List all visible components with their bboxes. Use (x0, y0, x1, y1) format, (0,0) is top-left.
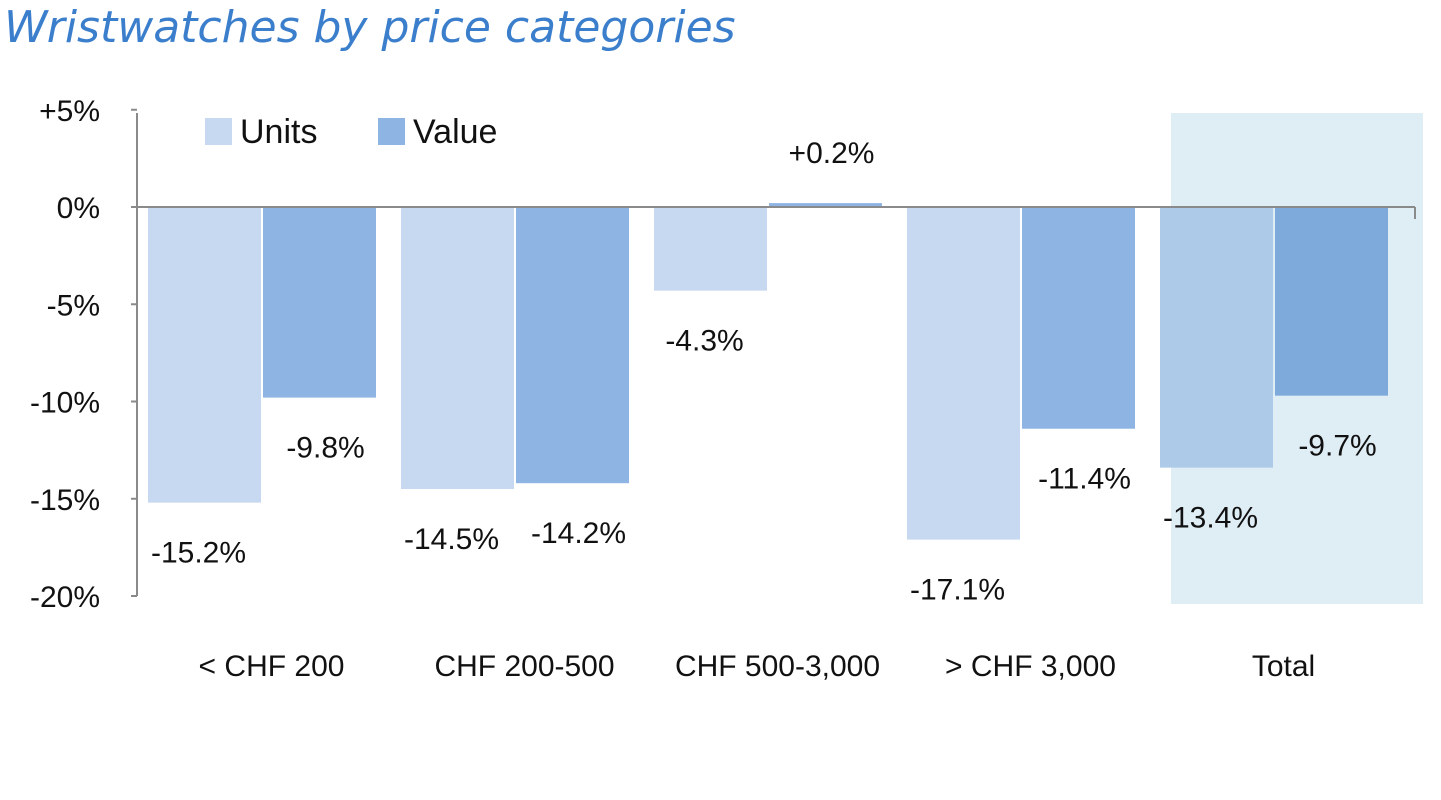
legend-label-value: Value (413, 113, 497, 151)
bar-units (654, 207, 767, 291)
bar-value (769, 203, 882, 207)
bar-units (1160, 207, 1273, 468)
y-tick-label: 0% (57, 192, 100, 225)
data-label: -9.7% (1298, 430, 1376, 463)
x-tick-label: CHF 200-500 (434, 650, 614, 683)
bar-value (1022, 207, 1135, 429)
bar-value (516, 207, 629, 484)
x-tick-label: < CHF 200 (199, 650, 345, 683)
data-label: -13.4% (1163, 502, 1258, 535)
x-tick-label: CHF 500-3,000 (675, 650, 880, 683)
legend-label-units: Units (240, 113, 317, 151)
bar-units (401, 207, 514, 490)
data-label: -14.5% (404, 523, 499, 556)
x-tick-label: Total (1252, 650, 1315, 683)
y-tick-label: -10% (30, 387, 100, 420)
legend-swatch-value (378, 118, 405, 145)
x-tick-label: > CHF 3,000 (945, 650, 1116, 683)
bar-value (263, 207, 376, 398)
bar-units (907, 207, 1020, 540)
data-label: -15.2% (151, 537, 246, 570)
y-tick-label: +5% (39, 95, 100, 128)
y-tick-label: -15% (30, 484, 100, 517)
bar-units (148, 207, 261, 503)
data-label: -17.1% (910, 574, 1005, 607)
bar-value (1275, 207, 1388, 396)
data-label: -4.3% (665, 325, 743, 358)
data-label: +0.2% (789, 137, 875, 170)
chart-title: Wristwatches by price categories (4, 2, 736, 53)
y-tick-label: -5% (47, 289, 100, 322)
y-tick-label: -20% (30, 581, 100, 614)
data-label: -9.8% (286, 432, 364, 465)
data-label: -14.2% (531, 517, 626, 550)
data-label: -11.4% (1038, 463, 1131, 496)
legend-swatch-units (205, 118, 232, 145)
